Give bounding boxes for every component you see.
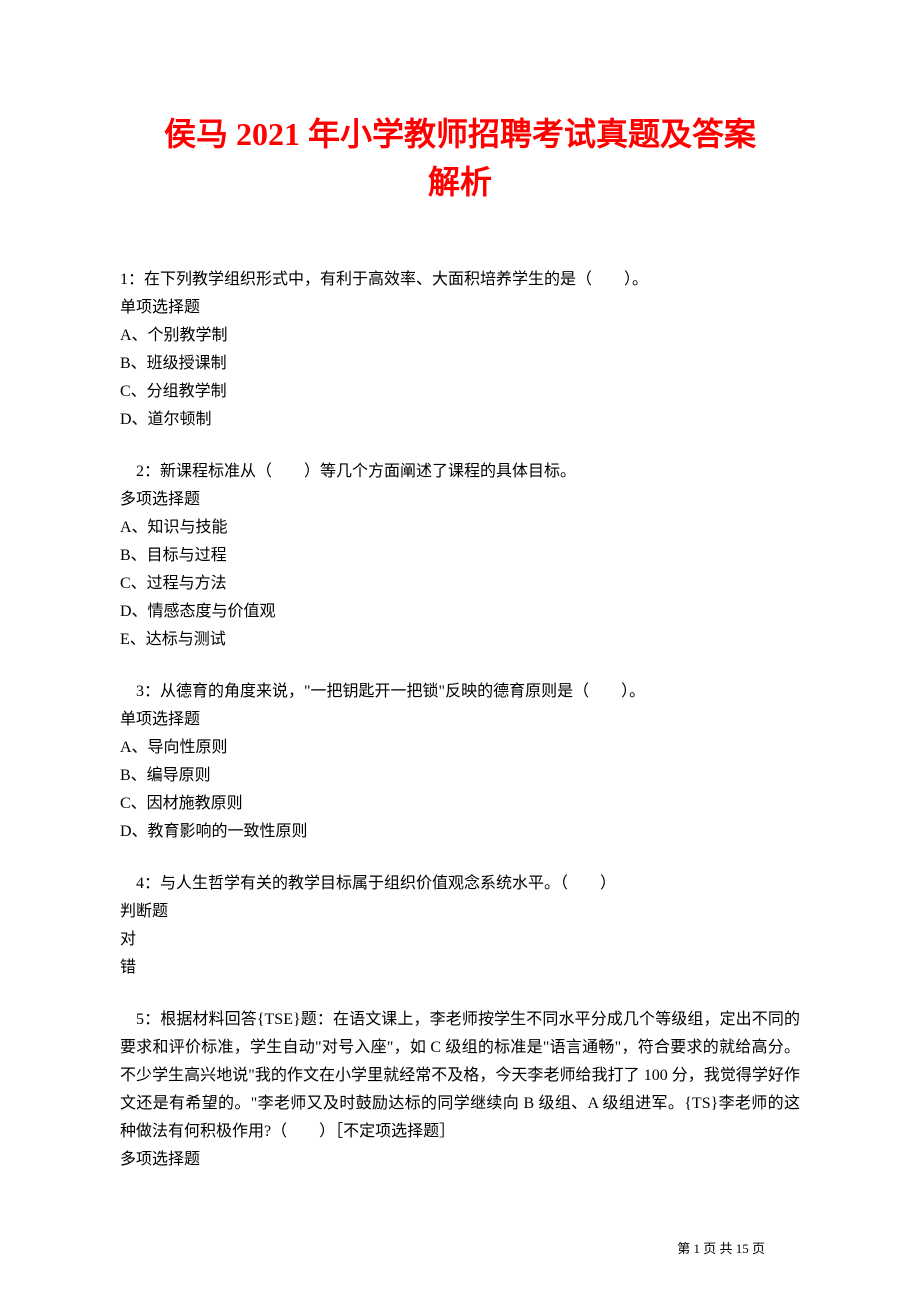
option: C、分组教学制 xyxy=(120,378,800,406)
title-line1: 侯马 2021 年小学教师招聘考试真题及答案 xyxy=(164,116,756,152)
option: E、达标与测试 xyxy=(120,626,800,654)
question-type: 单项选择题 xyxy=(120,706,800,734)
option: C、过程与方法 xyxy=(120,570,800,598)
option: B、编导原则 xyxy=(120,762,800,790)
question-1: 1：在下列教学组织形式中，有利于高效率、大面积培养学生的是（ ）。 单项选择题 … xyxy=(120,266,800,434)
question-stem: 1：在下列教学组织形式中，有利于高效率、大面积培养学生的是（ ）。 xyxy=(120,266,800,294)
option: D、道尔顿制 xyxy=(120,406,800,434)
option: B、目标与过程 xyxy=(120,542,800,570)
option: 错 xyxy=(120,954,800,982)
question-3: 3：从德育的角度来说，"一把钥匙开一把锁"反映的德育原则是（ ）。 单项选择题 … xyxy=(120,678,800,846)
page-content: 侯马 2021 年小学教师招聘考试真题及答案 解析 1：在下列教学组织形式中，有… xyxy=(0,0,920,1174)
title-line2: 解析 xyxy=(120,158,800,206)
question-4: 4：与人生哲学有关的教学目标属于组织价值观念系统水平。（ ） 判断题 对 错 xyxy=(120,870,800,982)
option: D、情感态度与价值观 xyxy=(120,598,800,626)
option: D、教育影响的一致性原则 xyxy=(120,818,800,846)
option: B、班级授课制 xyxy=(120,350,800,378)
question-stem: 4：与人生哲学有关的教学目标属于组织价值观念系统水平。（ ） xyxy=(120,870,800,898)
option: A、导向性原则 xyxy=(120,734,800,762)
option: A、知识与技能 xyxy=(120,514,800,542)
option: A、个别教学制 xyxy=(120,322,800,350)
question-2: 2：新课程标准从（ ）等几个方面阐述了课程的具体目标。 多项选择题 A、知识与技… xyxy=(120,458,800,654)
option: C、因材施教原则 xyxy=(120,790,800,818)
question-stem: 5：根据材料回答{TSE}题：在语文课上，李老师按学生不同水平分成几个等级组，定… xyxy=(120,1006,800,1146)
question-type: 单项选择题 xyxy=(120,294,800,322)
question-stem: 2：新课程标准从（ ）等几个方面阐述了课程的具体目标。 xyxy=(120,458,800,486)
option: 对 xyxy=(120,926,800,954)
page-footer: 第 1 页 共 15 页 xyxy=(677,1238,765,1257)
question-type: 多项选择题 xyxy=(120,486,800,514)
question-stem: 3：从德育的角度来说，"一把钥匙开一把锁"反映的德育原则是（ ）。 xyxy=(120,678,800,706)
question-type: 多项选择题 xyxy=(120,1146,800,1174)
question-type: 判断题 xyxy=(120,898,800,926)
question-5: 5：根据材料回答{TSE}题：在语文课上，李老师按学生不同水平分成几个等级组，定… xyxy=(120,1006,800,1174)
document-title: 侯马 2021 年小学教师招聘考试真题及答案 解析 xyxy=(120,110,800,206)
